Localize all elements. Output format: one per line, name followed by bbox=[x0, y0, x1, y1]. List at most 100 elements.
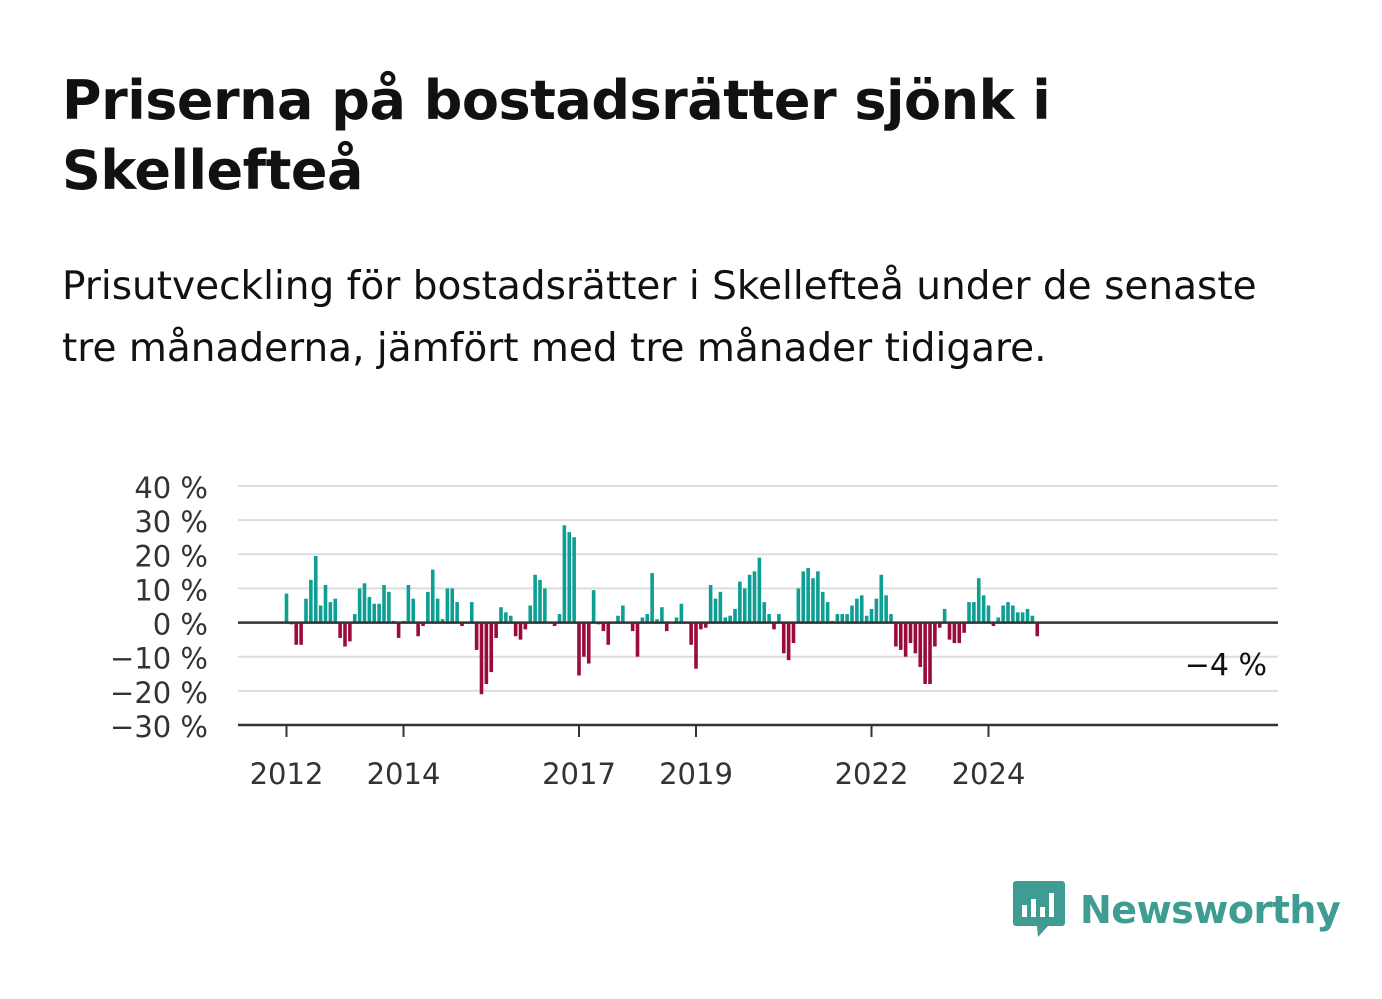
bar bbox=[333, 598, 338, 623]
bar bbox=[299, 622, 303, 645]
newsworthy-logo: Newsworthy bbox=[1012, 878, 1341, 942]
bar bbox=[781, 622, 786, 654]
x-tick-label: 2022 bbox=[835, 757, 909, 791]
bar bbox=[801, 571, 806, 623]
bar bbox=[747, 574, 752, 623]
bar bbox=[879, 574, 884, 623]
bar bbox=[440, 619, 445, 623]
chart-subtitle: Prisutveckling för bostadsrätter i Skell… bbox=[62, 264, 1257, 371]
bar bbox=[859, 595, 864, 623]
bar bbox=[484, 622, 489, 685]
bar bbox=[518, 622, 523, 640]
x-tick-label: 2017 bbox=[542, 757, 616, 791]
bar bbox=[469, 602, 474, 623]
y-tick-label: −10 % bbox=[110, 642, 208, 676]
bar bbox=[411, 598, 416, 623]
bar bbox=[937, 622, 942, 628]
bar bbox=[962, 622, 966, 633]
x-tick-label: 2024 bbox=[952, 757, 1026, 791]
bar bbox=[294, 622, 299, 645]
bar bbox=[791, 622, 796, 644]
bar bbox=[562, 525, 567, 623]
bar bbox=[845, 614, 849, 623]
bar bbox=[981, 595, 986, 623]
bar bbox=[816, 571, 820, 623]
bar bbox=[850, 605, 854, 623]
bar bbox=[772, 622, 776, 630]
bar bbox=[889, 614, 893, 623]
bar bbox=[430, 569, 435, 623]
brand-name: Newsworthy bbox=[1080, 888, 1341, 932]
y-tick-label: 10 % bbox=[134, 573, 208, 607]
bar bbox=[913, 622, 918, 654]
last-value-label: −4 % bbox=[1185, 648, 1267, 683]
bar bbox=[757, 557, 762, 623]
bar bbox=[606, 622, 611, 645]
bar bbox=[328, 602, 333, 623]
bar bbox=[460, 622, 464, 626]
bar bbox=[1011, 605, 1015, 623]
newsworthy-logo-icon bbox=[1013, 881, 1065, 937]
bar bbox=[699, 622, 703, 630]
bar bbox=[572, 537, 576, 623]
bar bbox=[942, 608, 947, 623]
bar bbox=[504, 612, 508, 623]
y-tick-label: −30 % bbox=[110, 710, 208, 744]
bar bbox=[499, 607, 503, 623]
bar bbox=[426, 591, 430, 623]
bar bbox=[645, 614, 650, 623]
bar bbox=[898, 622, 903, 650]
bar bbox=[533, 574, 537, 623]
bar bbox=[523, 622, 528, 630]
bar bbox=[528, 605, 533, 623]
bar bbox=[309, 579, 313, 623]
bar bbox=[630, 622, 635, 632]
bar bbox=[352, 614, 357, 623]
bar bbox=[513, 622, 518, 637]
bar bbox=[557, 614, 562, 623]
bar bbox=[318, 605, 323, 623]
bar bbox=[723, 617, 728, 623]
bar bbox=[313, 555, 318, 623]
bar bbox=[1035, 622, 1040, 637]
bar bbox=[338, 622, 342, 638]
bar bbox=[738, 581, 742, 623]
bar bbox=[1020, 612, 1025, 623]
bar bbox=[655, 619, 659, 623]
bar bbox=[552, 622, 557, 626]
bar bbox=[348, 622, 352, 642]
bar bbox=[304, 598, 308, 623]
bar bbox=[362, 583, 367, 623]
bar bbox=[650, 573, 654, 623]
bar bbox=[479, 622, 484, 695]
bar bbox=[435, 598, 440, 623]
bar bbox=[806, 567, 810, 623]
bar bbox=[752, 571, 757, 623]
bar bbox=[894, 622, 898, 647]
bar bbox=[733, 608, 737, 623]
bar bbox=[840, 614, 845, 623]
bar bbox=[450, 588, 455, 623]
bar bbox=[957, 622, 962, 644]
bar bbox=[1001, 605, 1005, 623]
bar bbox=[367, 596, 372, 623]
x-tick-label: 2019 bbox=[659, 757, 733, 791]
bar bbox=[864, 615, 869, 623]
bar bbox=[689, 622, 693, 645]
bar bbox=[357, 588, 362, 623]
bar bbox=[323, 585, 328, 623]
bar bbox=[923, 622, 927, 685]
bar bbox=[967, 602, 971, 623]
bar bbox=[786, 622, 791, 661]
bar bbox=[703, 622, 708, 628]
bar bbox=[640, 617, 645, 623]
bar bbox=[820, 591, 825, 623]
bar bbox=[591, 590, 596, 623]
bar bbox=[284, 593, 289, 623]
bar bbox=[933, 622, 937, 647]
bar bbox=[674, 617, 679, 623]
bar bbox=[679, 603, 684, 623]
bar bbox=[694, 622, 698, 669]
bar bbox=[986, 605, 991, 623]
bar bbox=[582, 622, 586, 657]
